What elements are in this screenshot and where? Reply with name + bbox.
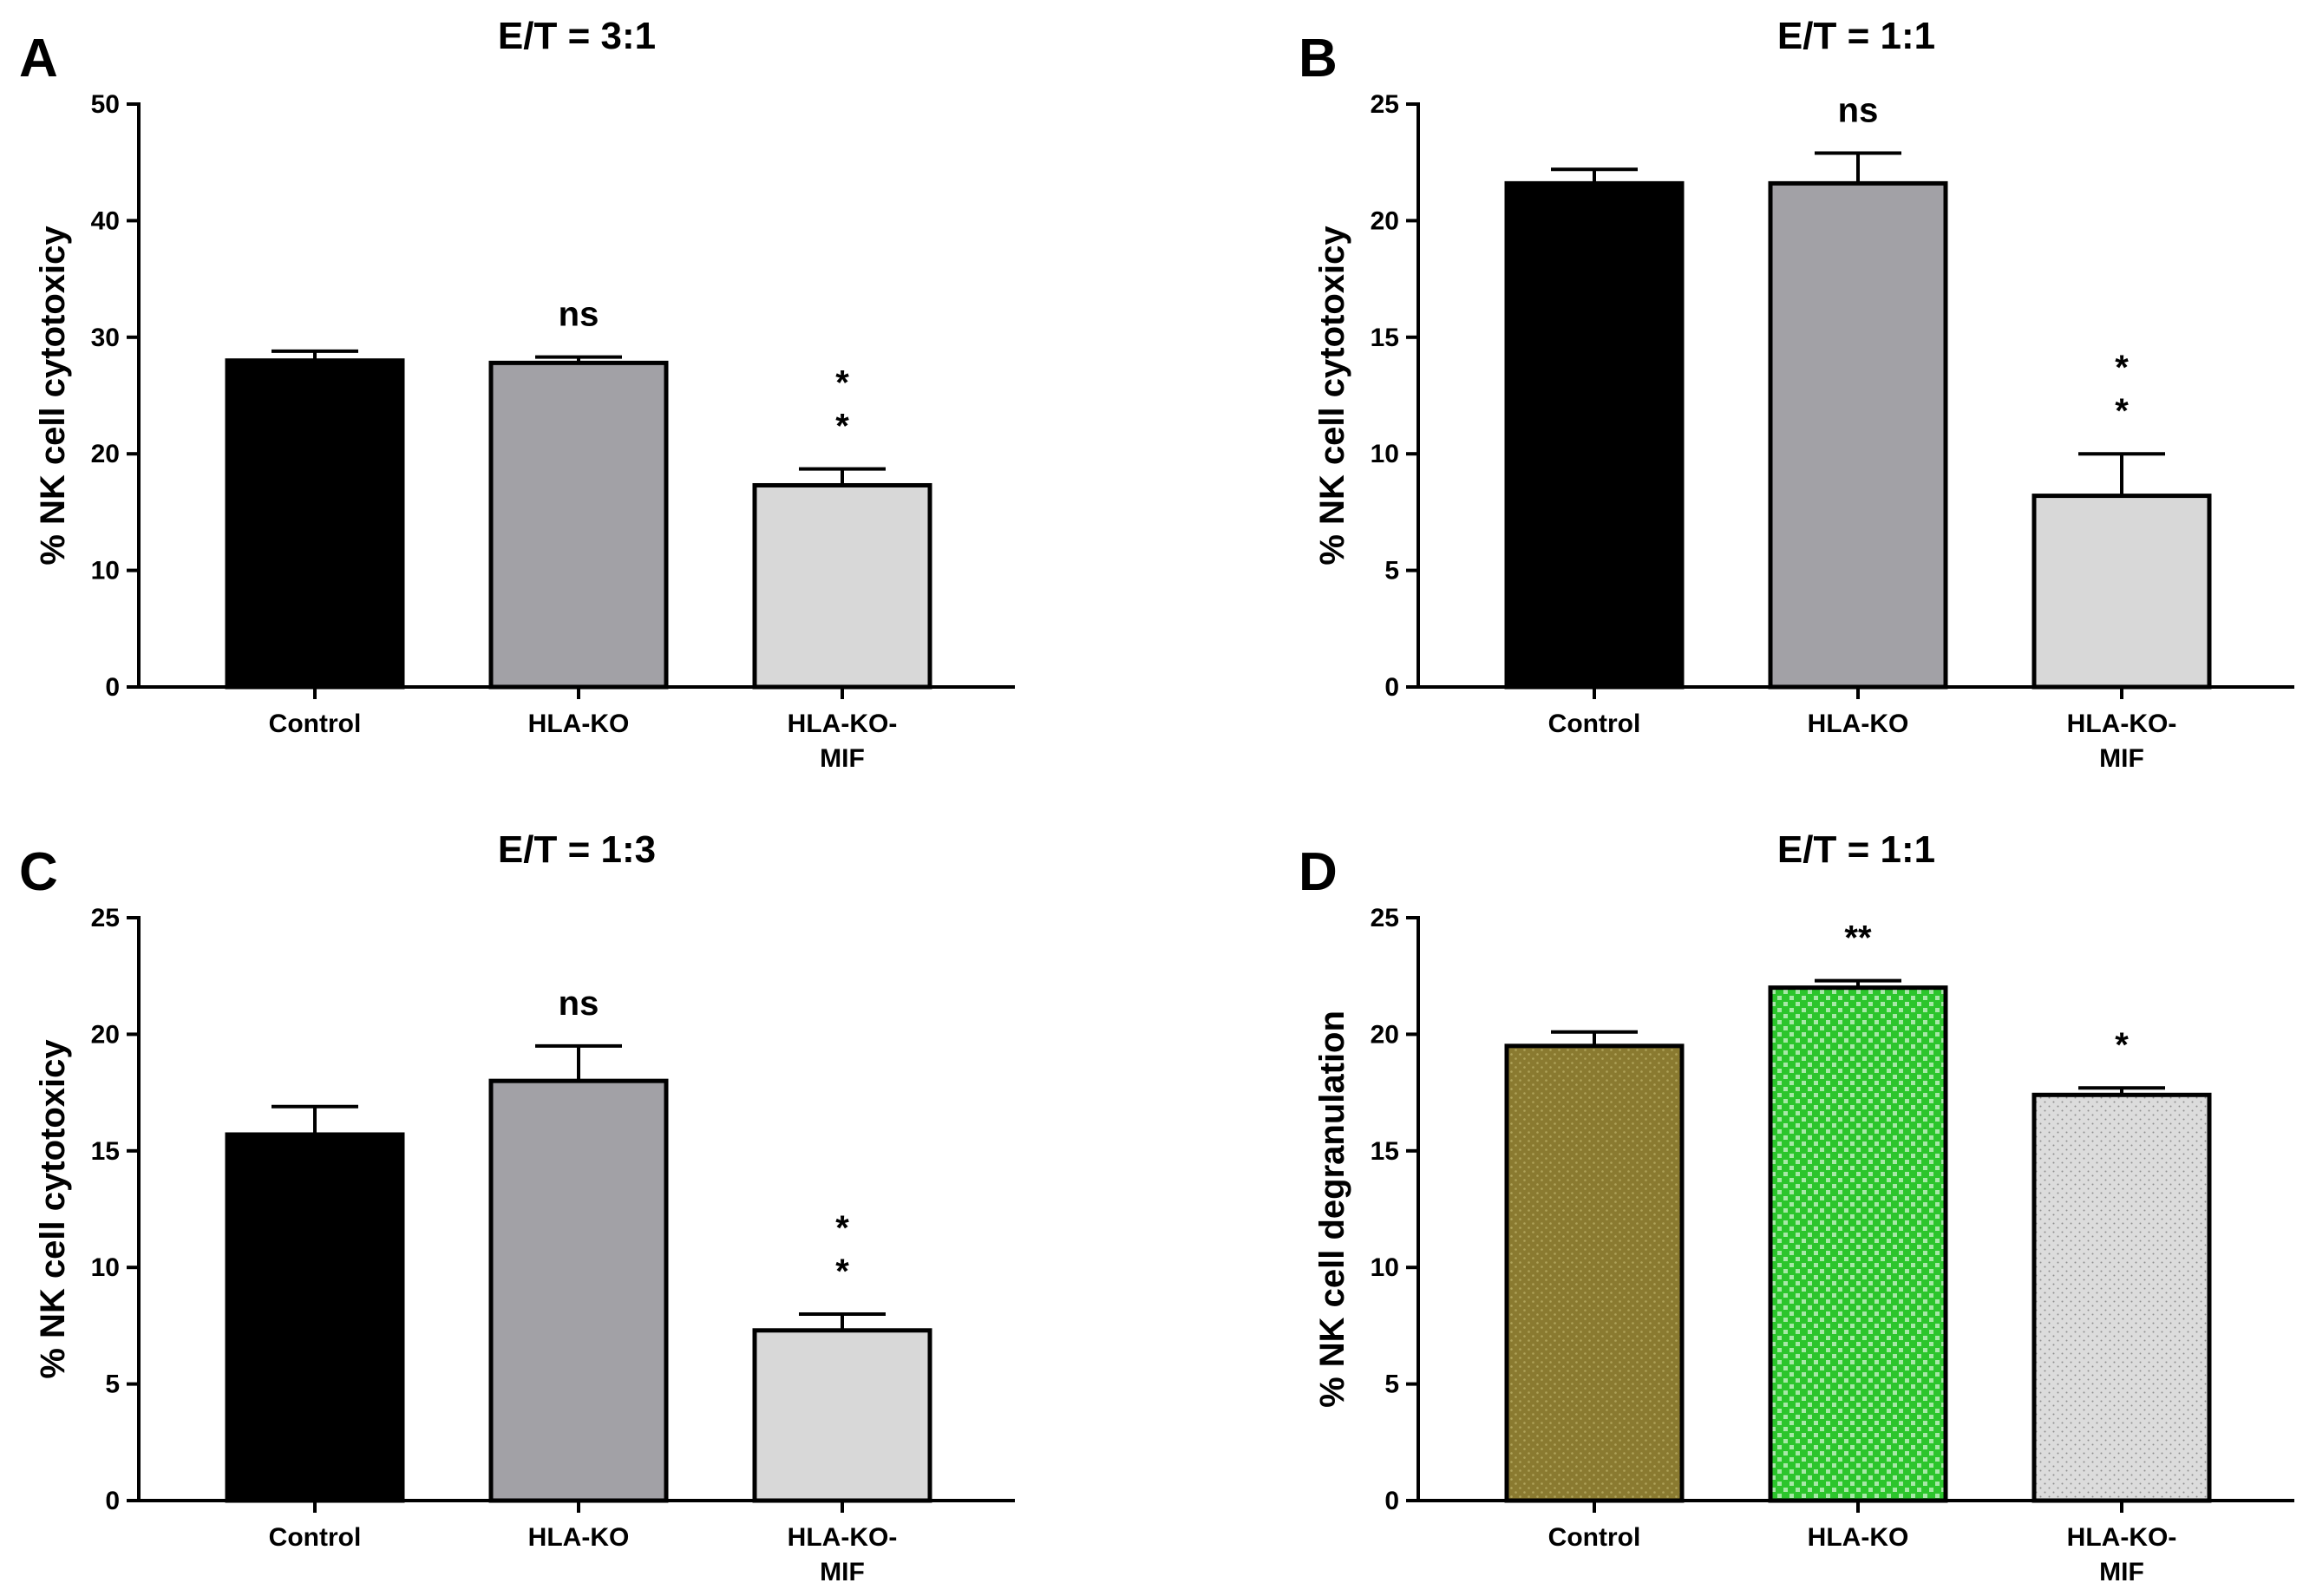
bar-2 xyxy=(1768,180,1948,690)
y-tick-label: 20 xyxy=(1371,1020,1399,1049)
category-label: HLA-KO-MIF xyxy=(2067,1523,2177,1586)
bar-1 xyxy=(1504,180,1685,690)
y-axis-label: % NK cell cytotoxicy xyxy=(34,1039,72,1379)
y-axis-label: % NK cell cytotoxicy xyxy=(1313,226,1351,566)
category-label: HLA-KO-MIF xyxy=(788,1523,898,1586)
y-tick-label: 0 xyxy=(1384,1487,1399,1515)
significance-label: ns xyxy=(559,984,599,1023)
y-tick-label: 0 xyxy=(1384,673,1399,702)
y-tick-label: 25 xyxy=(91,904,120,932)
significance-label: ** xyxy=(2115,349,2129,430)
y-tick-label: 0 xyxy=(105,1487,120,1515)
panel-d: D E/T = 1:1 % NK cell degranulation 0 5 10 15 2… xyxy=(1299,828,2294,1586)
y-tick-label: 15 xyxy=(91,1137,120,1166)
panel-letter: D xyxy=(1299,842,1338,902)
bar-3 xyxy=(2031,494,2212,690)
y-axis-label: % NK cell cytotoxicy xyxy=(34,226,72,566)
category-label: HLA-KO xyxy=(1808,710,1909,738)
y-tick-label: 5 xyxy=(1384,1370,1399,1399)
category-label: HLA-KO xyxy=(1808,1523,1909,1552)
chart-title: E/T = 1:1 xyxy=(1777,15,1935,57)
category-label: Control xyxy=(1548,1523,1641,1552)
y-tick-label: 10 xyxy=(1371,440,1399,468)
bar-2 xyxy=(1768,985,1948,1503)
bar-3 xyxy=(2031,1092,2212,1503)
panel-b: B E/T = 1:1 % NK cell cytotoxicy 0 5 10 15 20 25… xyxy=(1299,15,2294,773)
bar-1 xyxy=(1504,1043,1685,1503)
y-tick-label: 0 xyxy=(105,673,120,702)
category-label: Control xyxy=(269,1523,362,1552)
y-tick-label: 10 xyxy=(1371,1253,1399,1282)
panel-c: C E/T = 1:3 % NK cell cytotoxicy 0 5 10 15 20 25… xyxy=(19,828,1015,1586)
significance-label: * xyxy=(2115,1026,2129,1064)
bar-3 xyxy=(752,482,932,690)
y-axis-label: % NK cell degranulation xyxy=(1313,1011,1351,1408)
y-tick-label: 25 xyxy=(1371,904,1399,932)
significance-label: ** xyxy=(835,1209,849,1291)
significance-label: ** xyxy=(835,364,849,446)
category-label: HLA-KO xyxy=(528,1523,630,1552)
y-tick-label: 20 xyxy=(1371,206,1399,235)
y-tick-label: 25 xyxy=(1371,90,1399,119)
panel-letter: A xyxy=(19,29,58,88)
panel-letter: B xyxy=(1299,29,1338,88)
bar-2 xyxy=(488,360,669,690)
significance-label: ** xyxy=(1844,919,1872,958)
bar-3 xyxy=(752,1328,932,1503)
chart-title: E/T = 1:3 xyxy=(498,828,656,871)
bar-1 xyxy=(225,358,405,690)
y-tick-label: 5 xyxy=(105,1370,120,1399)
y-tick-label: 15 xyxy=(1371,1137,1399,1166)
category-label: Control xyxy=(1548,710,1641,738)
bar-2 xyxy=(488,1078,669,1503)
chart-title: E/T = 1:1 xyxy=(1777,828,1935,871)
panel-letter: C xyxy=(19,842,58,902)
y-tick-label: 20 xyxy=(91,440,120,468)
panel-a: A E/T = 3:1 % NK cell cytotoxicy 0 10 20 30 40 5… xyxy=(19,15,1015,773)
category-label: HLA-KO-MIF xyxy=(2067,710,2177,773)
category-label: HLA-KO xyxy=(528,710,630,738)
y-tick-label: 50 xyxy=(91,90,120,119)
y-tick-label: 10 xyxy=(91,557,120,585)
y-tick-label: 5 xyxy=(1384,557,1399,585)
y-tick-label: 30 xyxy=(91,324,120,352)
category-label: Control xyxy=(269,710,362,738)
y-tick-label: 15 xyxy=(1371,324,1399,352)
y-tick-label: 40 xyxy=(91,206,120,235)
category-label: HLA-KO-MIF xyxy=(788,710,898,773)
y-tick-label: 10 xyxy=(91,1253,120,1282)
bar-1 xyxy=(225,1132,405,1503)
chart-title: E/T = 3:1 xyxy=(498,15,656,57)
y-tick-label: 20 xyxy=(91,1020,120,1049)
significance-label: ns xyxy=(1838,91,1879,129)
significance-label: ns xyxy=(559,296,599,334)
